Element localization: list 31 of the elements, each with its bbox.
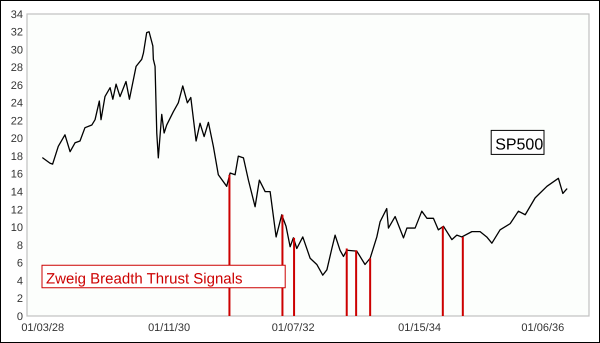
y-tick-label: 32: [10, 26, 23, 39]
y-tick-label: 4: [16, 275, 23, 288]
x-tick-label: 01/03/28: [21, 322, 64, 334]
y-tick-label: 8: [16, 240, 23, 252]
y-tick-label: 12: [10, 204, 23, 216]
y-tick-label: 30: [10, 44, 23, 56]
y-tick-label: 6: [16, 258, 23, 270]
series-label: Zweig Breadth Thrust Signals: [46, 270, 242, 288]
y-tick-label: 0: [16, 310, 23, 323]
y-tick-label: 18: [10, 150, 23, 163]
y-tick-label: 28: [10, 62, 23, 74]
y-tick-label: 26: [10, 80, 23, 92]
y-tick-label: 22: [10, 115, 23, 128]
series-label: SP500: [495, 136, 544, 154]
bar: [355, 250, 358, 316]
bar: [442, 226, 444, 316]
y-tick-label: 16: [10, 168, 23, 181]
x-tick-label: 01/15/34: [398, 322, 441, 334]
bar: [293, 238, 296, 316]
y-tick-label: 34: [10, 8, 23, 21]
y-tick-label: 10: [10, 222, 23, 234]
y-tick-label: 14: [10, 186, 23, 198]
bar: [346, 248, 348, 316]
x-tick-label: 01/07/32: [272, 322, 315, 334]
bar: [462, 236, 464, 316]
y-tick-label: 24: [10, 98, 23, 110]
bar: [369, 258, 372, 316]
y-tick-label: 20: [10, 133, 23, 146]
x-tick-label: 01/06/36: [521, 322, 564, 334]
y-tick-label: 2: [16, 293, 23, 306]
x-tick-label: 01/11/30: [148, 322, 190, 334]
